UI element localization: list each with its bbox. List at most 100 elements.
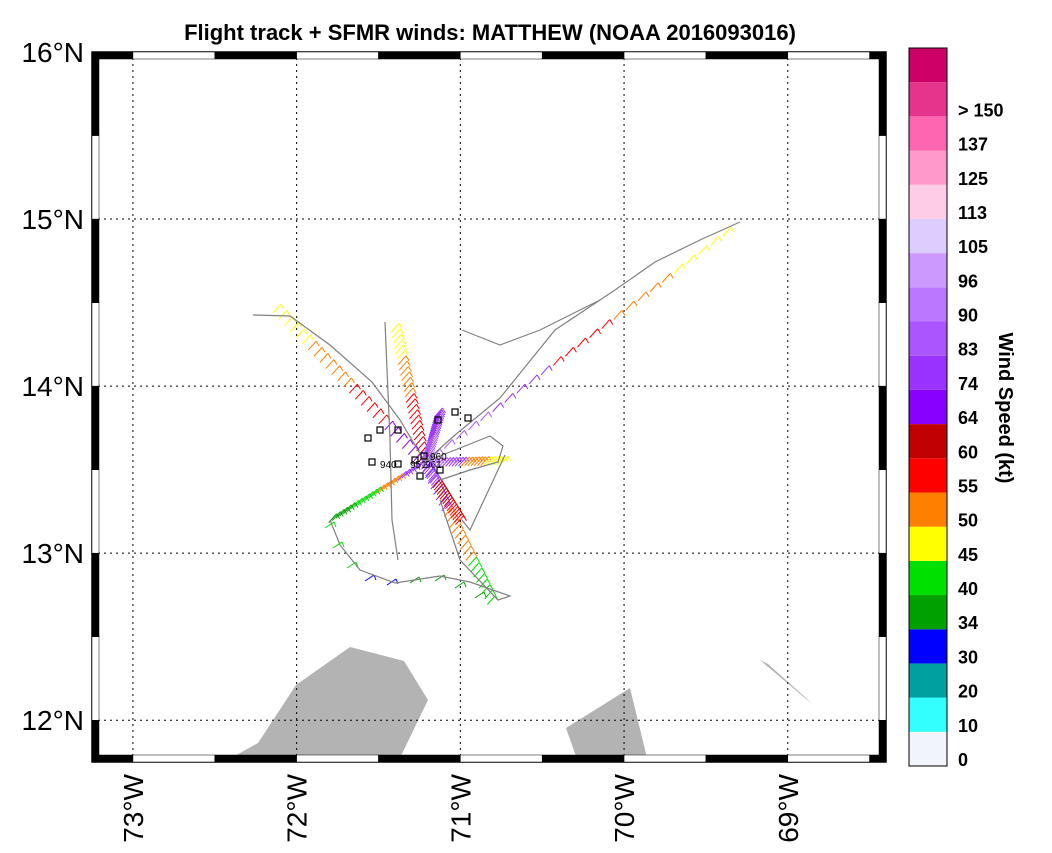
wind-barb (637, 291, 650, 302)
colorbar-label: 64 (958, 408, 978, 428)
border-bar-top (787, 51, 870, 60)
wind-barb (397, 355, 410, 366)
wind-barb (484, 589, 497, 600)
wind-barb (396, 349, 409, 360)
wind-barb (412, 425, 425, 436)
wind-barb (424, 439, 437, 450)
colorbar-label: 105 (958, 237, 988, 257)
wind-barb (405, 393, 418, 403)
colorbar-segment (909, 218, 947, 254)
border-bar-top (541, 51, 625, 60)
pressure-label: 960 (430, 452, 447, 463)
wind-barb (625, 300, 638, 311)
colorbar-segment (909, 663, 947, 698)
wind-barb (474, 591, 487, 599)
colorbar-segment (909, 560, 947, 596)
wind-barb (613, 309, 626, 320)
colorbar-segment (909, 253, 947, 288)
border-bar-bottom (623, 754, 707, 763)
wind-barb (415, 436, 427, 446)
wind-barb (428, 427, 441, 438)
wind-barb (366, 402, 379, 412)
wind-barb (601, 319, 614, 329)
wind-barb (451, 523, 464, 534)
wind-barb (301, 334, 314, 345)
wind-barb (393, 333, 405, 344)
wind-barb (337, 371, 350, 382)
wind-barb (455, 429, 468, 440)
border-bar-left (91, 51, 100, 136)
wind-barb (710, 236, 723, 246)
wind-barb (425, 437, 438, 448)
border-bar-left (91, 552, 100, 637)
wind-barb (339, 506, 352, 517)
border-bar-bottom (705, 754, 789, 763)
wind-barb (649, 282, 662, 292)
wind-barb (424, 441, 437, 452)
wind-barb (480, 411, 493, 422)
track-segment (329, 499, 512, 601)
border-bar-left (91, 719, 100, 763)
latitude-tick-labels: 12°N 13°N 14°N 15°N 16°N (21, 37, 84, 736)
wind-barb (379, 482, 392, 492)
colorbar-label: 125 (958, 169, 988, 189)
colorbar-title: Wind Speed (kt) (994, 333, 1016, 484)
wind-barb (454, 581, 467, 589)
wind-barb (307, 340, 320, 351)
colorbar-label: 74 (958, 374, 978, 394)
colorbar-segment (909, 731, 947, 766)
latitude-label: 16°N (21, 37, 84, 68)
border-bar-right (878, 469, 887, 554)
border-bar-left (91, 135, 100, 220)
center-fix-marker (416, 472, 424, 480)
wind-barb (589, 328, 602, 339)
wind-barb (528, 374, 541, 385)
colorbar-segment (909, 697, 947, 732)
wind-barb (390, 323, 403, 333)
wind-barb (364, 491, 377, 501)
border-bar-bottom (214, 754, 297, 763)
border-bar-left (91, 636, 100, 721)
wind-barb (372, 486, 384, 497)
wind-barb (722, 226, 735, 237)
border-bar-bottom (787, 754, 870, 763)
wind-barb (661, 273, 674, 283)
wind-barb (462, 545, 475, 556)
border-bar-right (878, 385, 887, 470)
border-bar-right (878, 218, 887, 303)
wind-barb (411, 419, 424, 430)
land-polygon (224, 647, 428, 762)
wind-barb (343, 377, 355, 388)
wind-barb (331, 365, 344, 376)
wind-barb (391, 328, 404, 339)
colorbar-segment (909, 48, 947, 83)
border-bar-bottom (460, 754, 543, 763)
wind-barb (394, 339, 407, 349)
colorbar-label: 45 (958, 545, 978, 565)
colorbar-label: 83 (958, 340, 978, 360)
wind-barb (331, 511, 344, 521)
center-fix-marker (364, 434, 372, 442)
wind-barb (427, 431, 439, 442)
border-bar-top (214, 51, 297, 60)
wind-barb (396, 433, 408, 443)
border-bar-top (132, 51, 216, 60)
wind-barb (383, 479, 395, 490)
border-bar-bottom (541, 754, 625, 763)
wind-barb (375, 484, 388, 495)
wind-barb (470, 562, 483, 572)
border-bar-left (91, 385, 100, 470)
wind-barb (284, 316, 297, 326)
colorbar-segment (909, 184, 947, 219)
wind-barb (296, 328, 308, 339)
wind-barb (406, 398, 419, 409)
wind-barb (698, 245, 711, 256)
longitude-label: 72°W (282, 773, 313, 842)
border-bar-right (878, 51, 887, 136)
wind-barb (577, 337, 589, 348)
wind-barb (423, 443, 436, 454)
wind-barb (368, 488, 381, 499)
wind-barb (674, 263, 686, 274)
wind-barb (516, 383, 529, 394)
wind-barb (504, 393, 517, 403)
